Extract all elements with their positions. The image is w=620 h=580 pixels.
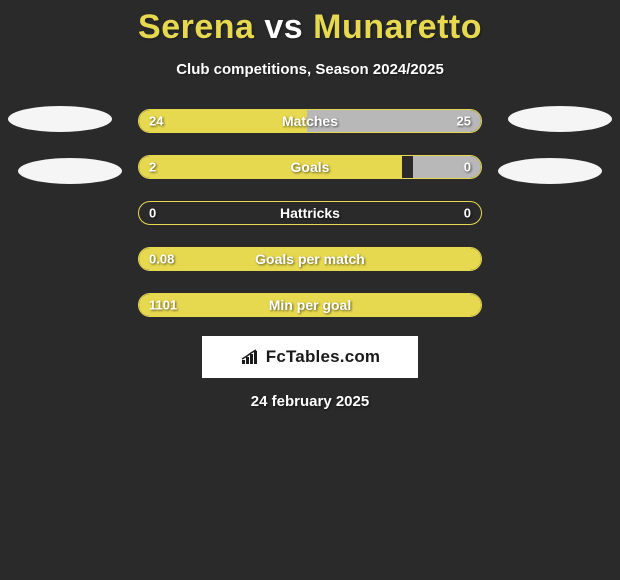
stat-row-min-per-goal: 1101 Min per goal: [0, 290, 620, 320]
bar-track: 2 Goals 0: [138, 155, 482, 179]
stat-label: Matches: [282, 113, 338, 129]
stat-value-right: 0: [464, 206, 471, 221]
title-player1: Serena: [138, 8, 254, 46]
stat-label: Min per goal: [269, 297, 351, 313]
stat-value-left: 24: [149, 114, 163, 129]
stat-label: Goals: [291, 159, 330, 175]
stat-row-goals: 2 Goals 0: [0, 152, 620, 182]
stat-value-left: 0.08: [149, 252, 174, 267]
page-title: Serena vs Munaretto: [0, 0, 620, 47]
title-vs: vs: [264, 8, 303, 46]
bar-chart-icon: [240, 348, 262, 366]
date-label: 24 february 2025: [0, 393, 620, 410]
bar-track: 1101 Min per goal: [138, 293, 482, 317]
comparison-infographic: Serena vs Munaretto Club competitions, S…: [0, 0, 620, 410]
title-player2: Munaretto: [313, 8, 482, 46]
bar-track: 0 Hattricks 0: [138, 201, 482, 225]
stat-label: Goals per match: [255, 251, 365, 267]
source-logo: FcTables.com: [202, 336, 418, 378]
logo-text: FcTables.com: [266, 347, 381, 367]
logo-inner: FcTables.com: [240, 347, 381, 367]
stat-row-hattricks: 0 Hattricks 0: [0, 198, 620, 228]
stat-value-left: 2: [149, 160, 156, 175]
bar-track: 24 Matches 25: [138, 109, 482, 133]
stat-row-goals-per-match: 0.08 Goals per match: [0, 244, 620, 274]
stat-value-left: 0: [149, 206, 156, 221]
stat-value-right: 0: [464, 160, 471, 175]
bar-left: [139, 156, 402, 178]
stat-row-matches: 24 Matches 25: [0, 106, 620, 136]
bar-track: 0.08 Goals per match: [138, 247, 482, 271]
stat-value-right: 25: [457, 114, 471, 129]
comparison-chart: 24 Matches 25 2 Goals 0 0 Hattricks 0: [0, 106, 620, 320]
stat-value-left: 1101: [149, 298, 177, 313]
stat-label: Hattricks: [280, 205, 340, 221]
subtitle: Club competitions, Season 2024/2025: [0, 61, 620, 78]
